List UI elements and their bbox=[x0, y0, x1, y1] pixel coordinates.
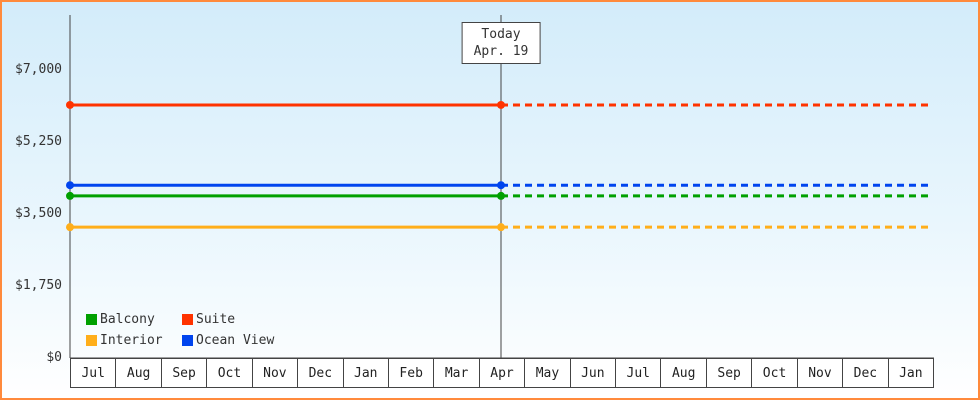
series-dot-suite-start bbox=[66, 100, 74, 109]
legend-item-balcony: Balcony bbox=[86, 312, 182, 327]
legend-swatch-icon bbox=[182, 314, 193, 325]
series-dot-ocean-view-start bbox=[66, 181, 74, 190]
x-axis-label-aug: Aug bbox=[661, 358, 707, 388]
legend-swatch-icon bbox=[182, 335, 193, 346]
x-axis-label-nov: Nov bbox=[252, 358, 299, 388]
x-axis-label-aug: Aug bbox=[116, 358, 162, 388]
legend-item-suite: Suite bbox=[182, 312, 274, 327]
x-axis-label-feb: Feb bbox=[388, 358, 435, 388]
today-marker-date: Apr. 19 bbox=[473, 44, 529, 59]
x-axis-label-jul: Jul bbox=[616, 358, 662, 388]
series-dot-suite-today bbox=[497, 100, 505, 109]
x-axis-label-dec: Dec bbox=[843, 358, 889, 388]
series-dot-balcony-today bbox=[497, 191, 505, 200]
legend-item-ocean-view: Ocean View bbox=[182, 333, 274, 348]
today-marker-title: Today bbox=[481, 27, 521, 42]
y-axis-tick-label: $0 bbox=[46, 350, 62, 365]
x-axis-label-jul: Jul bbox=[70, 358, 117, 388]
y-axis-tick-label: $7,000 bbox=[15, 62, 62, 77]
x-axis-label-jan: Jan bbox=[888, 358, 935, 388]
y-axis-tick-label: $5,250 bbox=[15, 134, 62, 149]
series-dot-interior-today bbox=[497, 223, 505, 232]
x-axis: Jul Aug Sep Oct Nov Dec Jan Feb Mar Apr May Jun Jul A… bbox=[70, 358, 935, 388]
x-axis-label-nov: Nov bbox=[797, 358, 844, 388]
legend-label: Ocean View bbox=[196, 333, 275, 348]
legend-label: Interior bbox=[100, 333, 163, 348]
y-axis-tick-label: $3,500 bbox=[15, 206, 62, 221]
legend-swatch-icon bbox=[86, 335, 97, 346]
legend-item-interior: Interior bbox=[86, 333, 182, 348]
x-axis-label-dec: Dec bbox=[298, 358, 344, 388]
x-axis-label-sep: Sep bbox=[161, 358, 208, 388]
x-axis-label-may: May bbox=[525, 358, 571, 388]
legend-swatch-icon bbox=[86, 314, 97, 325]
y-axis-tick-label: $1,750 bbox=[15, 278, 62, 293]
today-marker-label: Today Apr. 19 bbox=[461, 22, 541, 64]
x-axis-label-oct: Oct bbox=[752, 358, 798, 388]
x-axis-label-sep: Sep bbox=[706, 358, 753, 388]
x-axis-label-jun: Jun bbox=[570, 358, 617, 388]
x-axis-label-jan: Jan bbox=[343, 358, 389, 388]
series-dot-balcony-start bbox=[66, 191, 74, 200]
legend: Balcony Suite Interior Ocean View bbox=[86, 312, 274, 348]
x-axis-label-oct: Oct bbox=[207, 358, 253, 388]
series-dot-ocean-view-today bbox=[497, 181, 505, 190]
series-dot-interior-start bbox=[66, 223, 74, 232]
legend-label: Suite bbox=[196, 312, 236, 327]
legend-label: Balcony bbox=[100, 312, 155, 327]
x-axis-label-apr: Apr bbox=[479, 358, 526, 388]
x-axis-label-mar: Mar bbox=[434, 358, 480, 388]
